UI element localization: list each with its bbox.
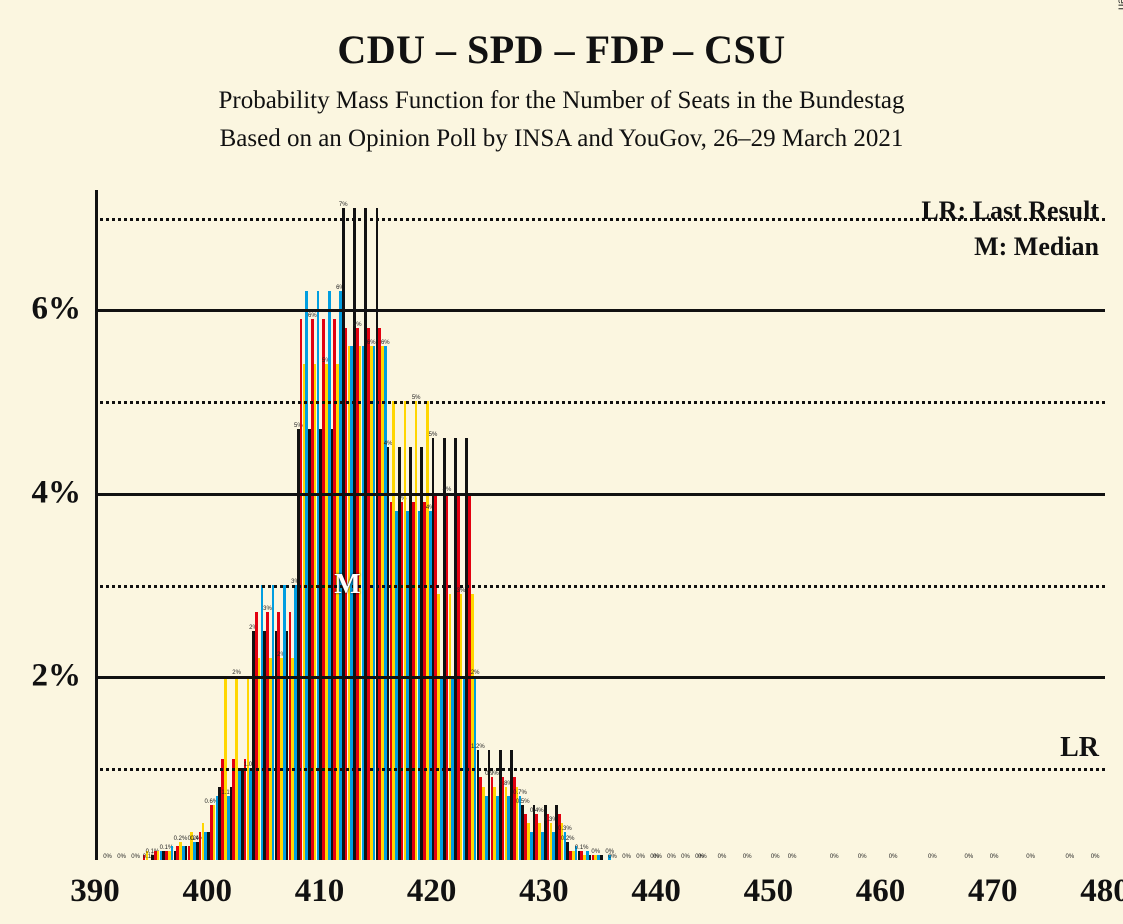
x-axis-labels: 390400410420430440450460470480 xyxy=(95,870,1105,910)
bar-value-label: 0% xyxy=(1026,854,1035,860)
gridline-minor xyxy=(95,218,1105,221)
bar-value-label: 0% xyxy=(608,854,617,860)
x-axis-label: 400 xyxy=(182,873,232,910)
bar-value-label: 0% xyxy=(698,854,707,860)
plot-area: 0%0%0%0.1%0.1%0.1%0.2%0.2%0.4%0.6%1.1%2%… xyxy=(95,190,1105,860)
bar-value-label: 0% xyxy=(889,854,898,860)
y-axis-label: 2% xyxy=(32,658,96,695)
bar-value-label: 1.2% xyxy=(471,744,485,750)
copyright-text: © 2021 Filip van Laenen xyxy=(1115,0,1123,10)
bar-value-label: 0% xyxy=(622,854,631,860)
bar-value-label: 0% xyxy=(667,854,676,860)
y-axis-label: 4% xyxy=(32,474,96,511)
x-axis-label: 480 xyxy=(1080,873,1123,910)
bars-container: 0%0%0%0.1%0.1%0.1%0.2%0.2%0.4%0.6%1.1%2%… xyxy=(95,190,1105,860)
chart-subtitle-2: Based on an Opinion Poll by INSA and You… xyxy=(0,125,1123,153)
bar-value-label: 0% xyxy=(681,854,690,860)
bar-value-label: 6% xyxy=(308,313,317,319)
x-axis-label: 410 xyxy=(295,873,345,910)
bar-value-label: 0% xyxy=(743,854,752,860)
gridline-major xyxy=(95,676,1105,679)
bar-value-label: 0% xyxy=(928,854,937,860)
bar-value-label: 0.5% xyxy=(516,799,530,805)
bar-value-label: 0% xyxy=(117,854,126,860)
bar-value-label: 0% xyxy=(990,854,999,860)
chart-title: CDU – SPD – FDP – CSU xyxy=(0,0,1123,73)
bar-value-label: 0% xyxy=(103,854,112,860)
bar-value-label: 0% xyxy=(1091,854,1100,860)
gridline-major xyxy=(95,493,1105,496)
bar-value-label: 0.7% xyxy=(513,790,527,796)
bar-value-label: 7% xyxy=(339,202,348,208)
bar-value-label: 0% xyxy=(653,854,662,860)
bar-value-label: 0% xyxy=(636,854,645,860)
bar-value-label: 0% xyxy=(788,854,797,860)
chart-page: © 2021 Filip van Laenen CDU – SPD – FDP … xyxy=(0,0,1123,924)
bar-value-label: 0.2% xyxy=(174,836,188,842)
bar-value-label: 0% xyxy=(718,854,727,860)
bar-value-label: 6% xyxy=(381,340,390,346)
bar xyxy=(600,855,603,860)
last-result-marker: LR xyxy=(1060,732,1099,764)
gridline-minor xyxy=(95,401,1105,404)
bar-value-label: 3% xyxy=(457,588,466,594)
bar-value-label: 0% xyxy=(830,854,839,860)
gridline-minor xyxy=(95,585,1105,588)
y-axis-label: 6% xyxy=(32,291,96,328)
x-axis-label: 450 xyxy=(744,873,794,910)
bar-value-label: 6% xyxy=(353,322,362,328)
bar-value-label: 5% xyxy=(429,432,438,438)
legend-median: M: Median xyxy=(974,232,1099,262)
x-axis-label: 430 xyxy=(519,873,569,910)
x-axis-label: 460 xyxy=(856,873,906,910)
x-axis-label: 470 xyxy=(968,873,1018,910)
bar-value-label: 4% xyxy=(384,441,393,447)
x-axis-label: 390 xyxy=(70,873,120,910)
x-axis-label: 420 xyxy=(407,873,457,910)
bar-value-label: 0.3% xyxy=(558,826,572,832)
chart-subtitle-1: Probability Mass Function for the Number… xyxy=(0,87,1123,115)
gridline-minor xyxy=(95,768,1105,771)
bar-value-label: 0% xyxy=(131,854,140,860)
bar-value-label: 0% xyxy=(1066,854,1075,860)
bar-value-label: 0% xyxy=(965,854,974,860)
bar-value-label: 0.9% xyxy=(485,771,499,777)
bar-value-label: 0% xyxy=(771,854,780,860)
x-axis-label: 440 xyxy=(631,873,681,910)
bar-value-label: 0.2% xyxy=(561,836,575,842)
bar-value-label: 0% xyxy=(858,854,867,860)
legend-last-result: LR: Last Result xyxy=(921,196,1099,226)
bar-value-label: 0.4% xyxy=(530,808,544,814)
gridline-major xyxy=(95,309,1105,312)
bar-value-label: 3% xyxy=(263,606,272,612)
